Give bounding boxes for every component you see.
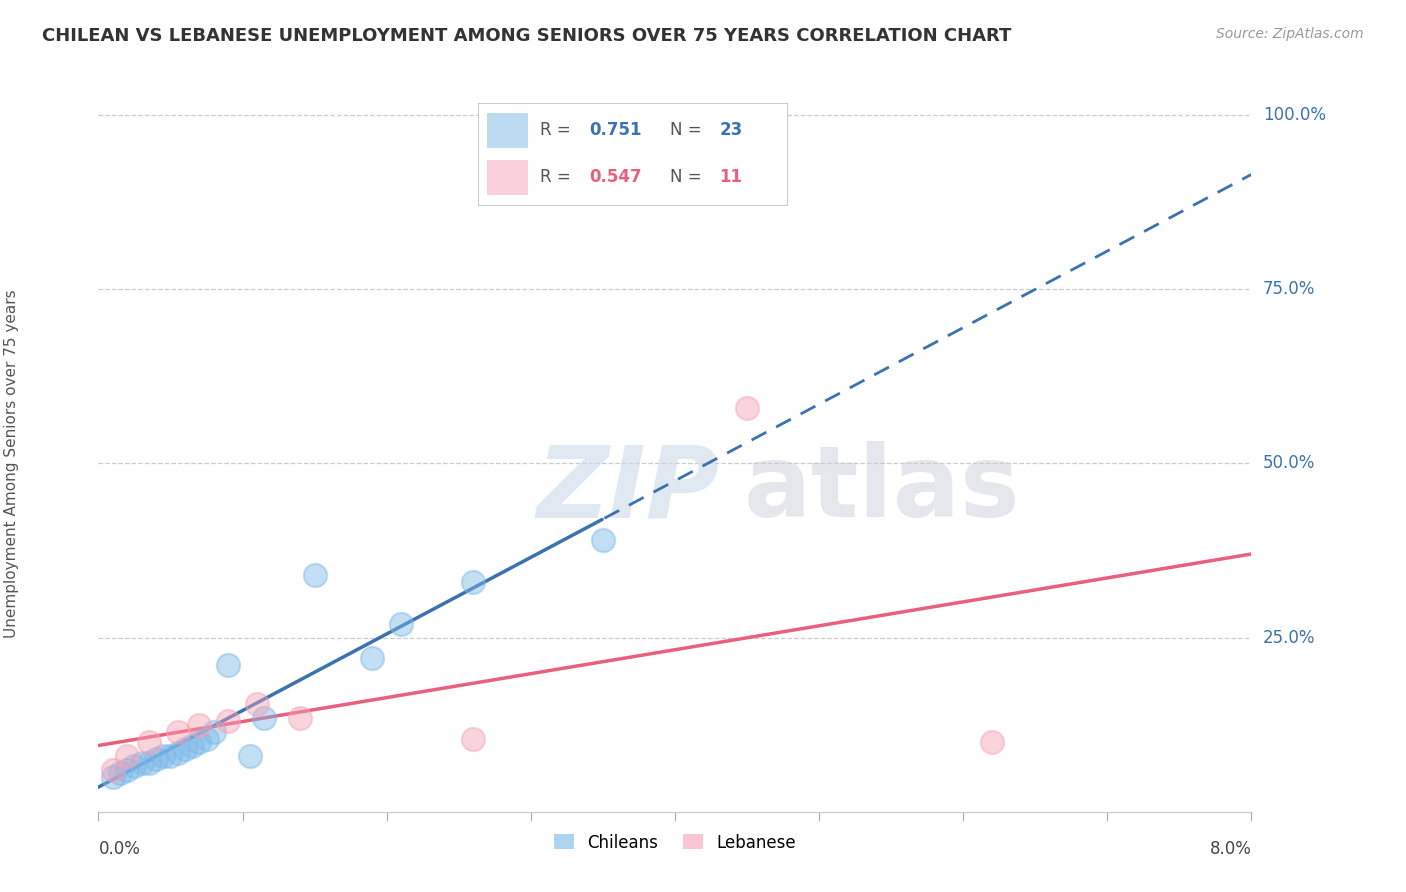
Point: [174, 742, 197, 756]
Text: Source: ZipAtlas.com: Source: ZipAtlas.com: [1216, 27, 1364, 41]
Point: [159, 749, 181, 764]
Point: [166, 724, 188, 739]
Point: [138, 756, 160, 770]
Point: [166, 746, 188, 760]
Text: N =: N =: [669, 121, 707, 139]
Text: 0.0%: 0.0%: [98, 839, 141, 857]
Text: 75.0%: 75.0%: [1263, 280, 1315, 298]
Point: [253, 711, 276, 725]
Point: [290, 711, 312, 725]
Text: CHILEAN VS LEBANESE UNEMPLOYMENT AMONG SENIORS OVER 75 YEARS CORRELATION CHART: CHILEAN VS LEBANESE UNEMPLOYMENT AMONG S…: [42, 27, 1011, 45]
Point: [217, 658, 239, 673]
Point: [389, 616, 412, 631]
Text: 25.0%: 25.0%: [1263, 629, 1316, 647]
Text: R =: R =: [540, 121, 576, 139]
Point: [188, 717, 211, 731]
Point: [981, 735, 1004, 749]
Text: 11: 11: [720, 169, 742, 186]
Point: [131, 756, 153, 770]
Point: [108, 766, 131, 780]
Text: 50.0%: 50.0%: [1263, 454, 1315, 473]
Point: [592, 533, 614, 547]
Text: atlas: atlas: [744, 442, 1021, 539]
Text: Unemployment Among Seniors over 75 years: Unemployment Among Seniors over 75 years: [4, 289, 20, 638]
Point: [145, 752, 167, 766]
Point: [117, 763, 139, 777]
Point: [361, 651, 384, 665]
Text: 100.0%: 100.0%: [1263, 106, 1326, 124]
Point: [461, 574, 484, 589]
Point: [217, 714, 239, 728]
Point: [101, 770, 124, 784]
Point: [239, 749, 262, 764]
Point: [181, 739, 204, 753]
Point: [246, 697, 269, 711]
Point: [138, 735, 160, 749]
Point: [735, 401, 758, 415]
Point: [461, 731, 484, 746]
Text: ZIP: ZIP: [537, 442, 720, 539]
Bar: [488, 160, 527, 194]
Point: [117, 749, 139, 764]
Text: N =: N =: [669, 169, 707, 186]
Point: [202, 724, 225, 739]
Point: [304, 567, 326, 582]
Text: 0.547: 0.547: [589, 169, 643, 186]
Text: 0.751: 0.751: [589, 121, 643, 139]
Text: 23: 23: [720, 121, 742, 139]
Point: [152, 749, 174, 764]
Legend: Chileans, Lebanese: Chileans, Lebanese: [547, 827, 803, 858]
Point: [195, 731, 218, 746]
Point: [124, 759, 146, 773]
Point: [188, 735, 211, 749]
Text: 8.0%: 8.0%: [1209, 839, 1251, 857]
Text: R =: R =: [540, 169, 576, 186]
Bar: [488, 112, 527, 148]
Point: [101, 763, 124, 777]
